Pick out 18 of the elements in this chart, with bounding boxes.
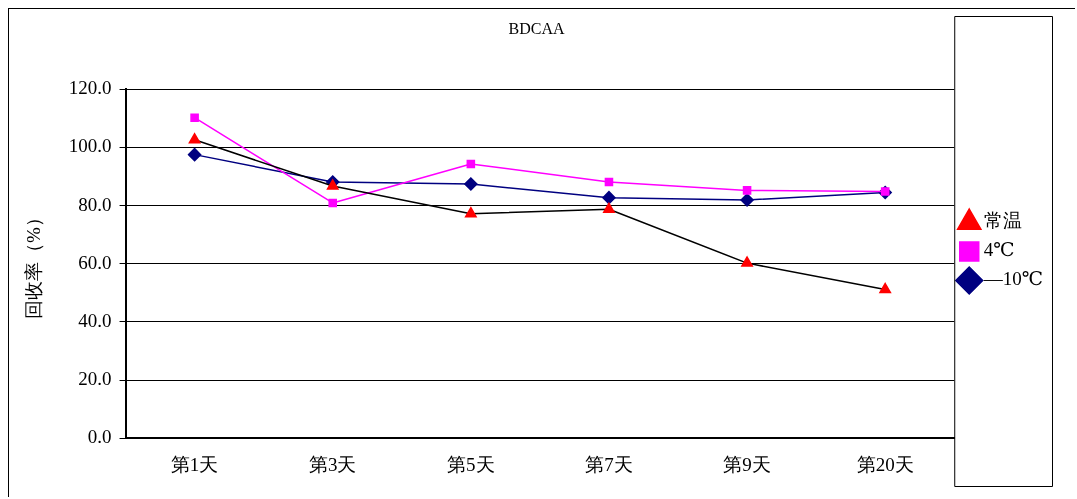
x-tick-label: 第20天	[856, 453, 914, 475]
x-tick-label: 第3天	[308, 453, 357, 475]
chart-title: BDCAA	[508, 19, 565, 37]
y-tick-label: 80.0	[78, 193, 112, 215]
y-axis-title: 回收率（%）	[23, 208, 45, 320]
x-tick-label: 第9天	[723, 453, 771, 475]
legend-label: —10℃	[982, 268, 1044, 290]
x-tick-label: 第5天	[447, 453, 495, 475]
y-tick-label: 120.0	[68, 77, 112, 99]
legend-label: 常温	[983, 210, 1022, 232]
y-tick-label: 20.0	[78, 368, 112, 390]
y-tick-label: 0.0	[87, 426, 112, 448]
y-tick-label: 60.0	[78, 251, 112, 273]
x-tick-label: 第7天	[585, 453, 633, 475]
y-tick-label: 100.0	[68, 135, 112, 157]
legend-label: 4℃	[983, 239, 1015, 261]
y-tick-label: 40.0	[78, 309, 112, 331]
x-tick-label: 第1天	[170, 453, 219, 475]
